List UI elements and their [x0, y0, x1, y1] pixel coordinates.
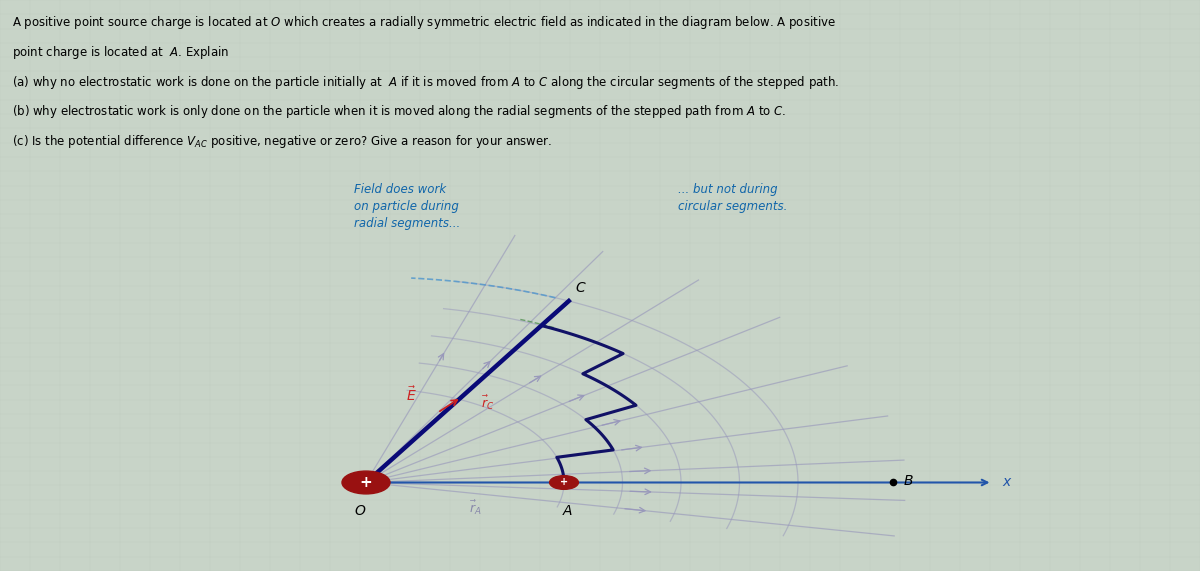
Circle shape — [342, 471, 390, 494]
Circle shape — [550, 476, 578, 489]
Text: $\vec{E}$: $\vec{E}$ — [406, 385, 416, 404]
Text: $C$: $C$ — [575, 282, 587, 295]
Text: $A$: $A$ — [562, 504, 574, 518]
Text: $O$: $O$ — [354, 504, 366, 518]
Text: Field does work
on particle during
radial segments...: Field does work on particle during radia… — [354, 183, 461, 230]
Text: +: + — [560, 477, 568, 488]
Text: point charge is located at  $A$. Explain: point charge is located at $A$. Explain — [12, 44, 229, 61]
Text: (c) Is the potential difference $V_{AC}$ positive, negative or zero? Give a reas: (c) Is the potential difference $V_{AC}$… — [12, 133, 552, 150]
Text: +: + — [360, 475, 372, 490]
Text: $x$: $x$ — [1002, 476, 1013, 489]
Text: $B$: $B$ — [902, 475, 913, 488]
Text: (b) why electrostatic work is only done on the particle when it is moved along t: (b) why electrostatic work is only done … — [12, 103, 786, 120]
Text: $\vec{r}_A$: $\vec{r}_A$ — [468, 498, 481, 517]
Text: (a) why no electrostatic work is done on the particle initially at  $A$ if it is: (a) why no electrostatic work is done on… — [12, 74, 839, 91]
Text: A positive point source charge is located at $O$ which creates a radially symmet: A positive point source charge is locate… — [12, 14, 836, 31]
Text: ... but not during
circular segments.: ... but not during circular segments. — [678, 183, 787, 213]
Text: $\vec{r}_C$: $\vec{r}_C$ — [481, 394, 494, 412]
